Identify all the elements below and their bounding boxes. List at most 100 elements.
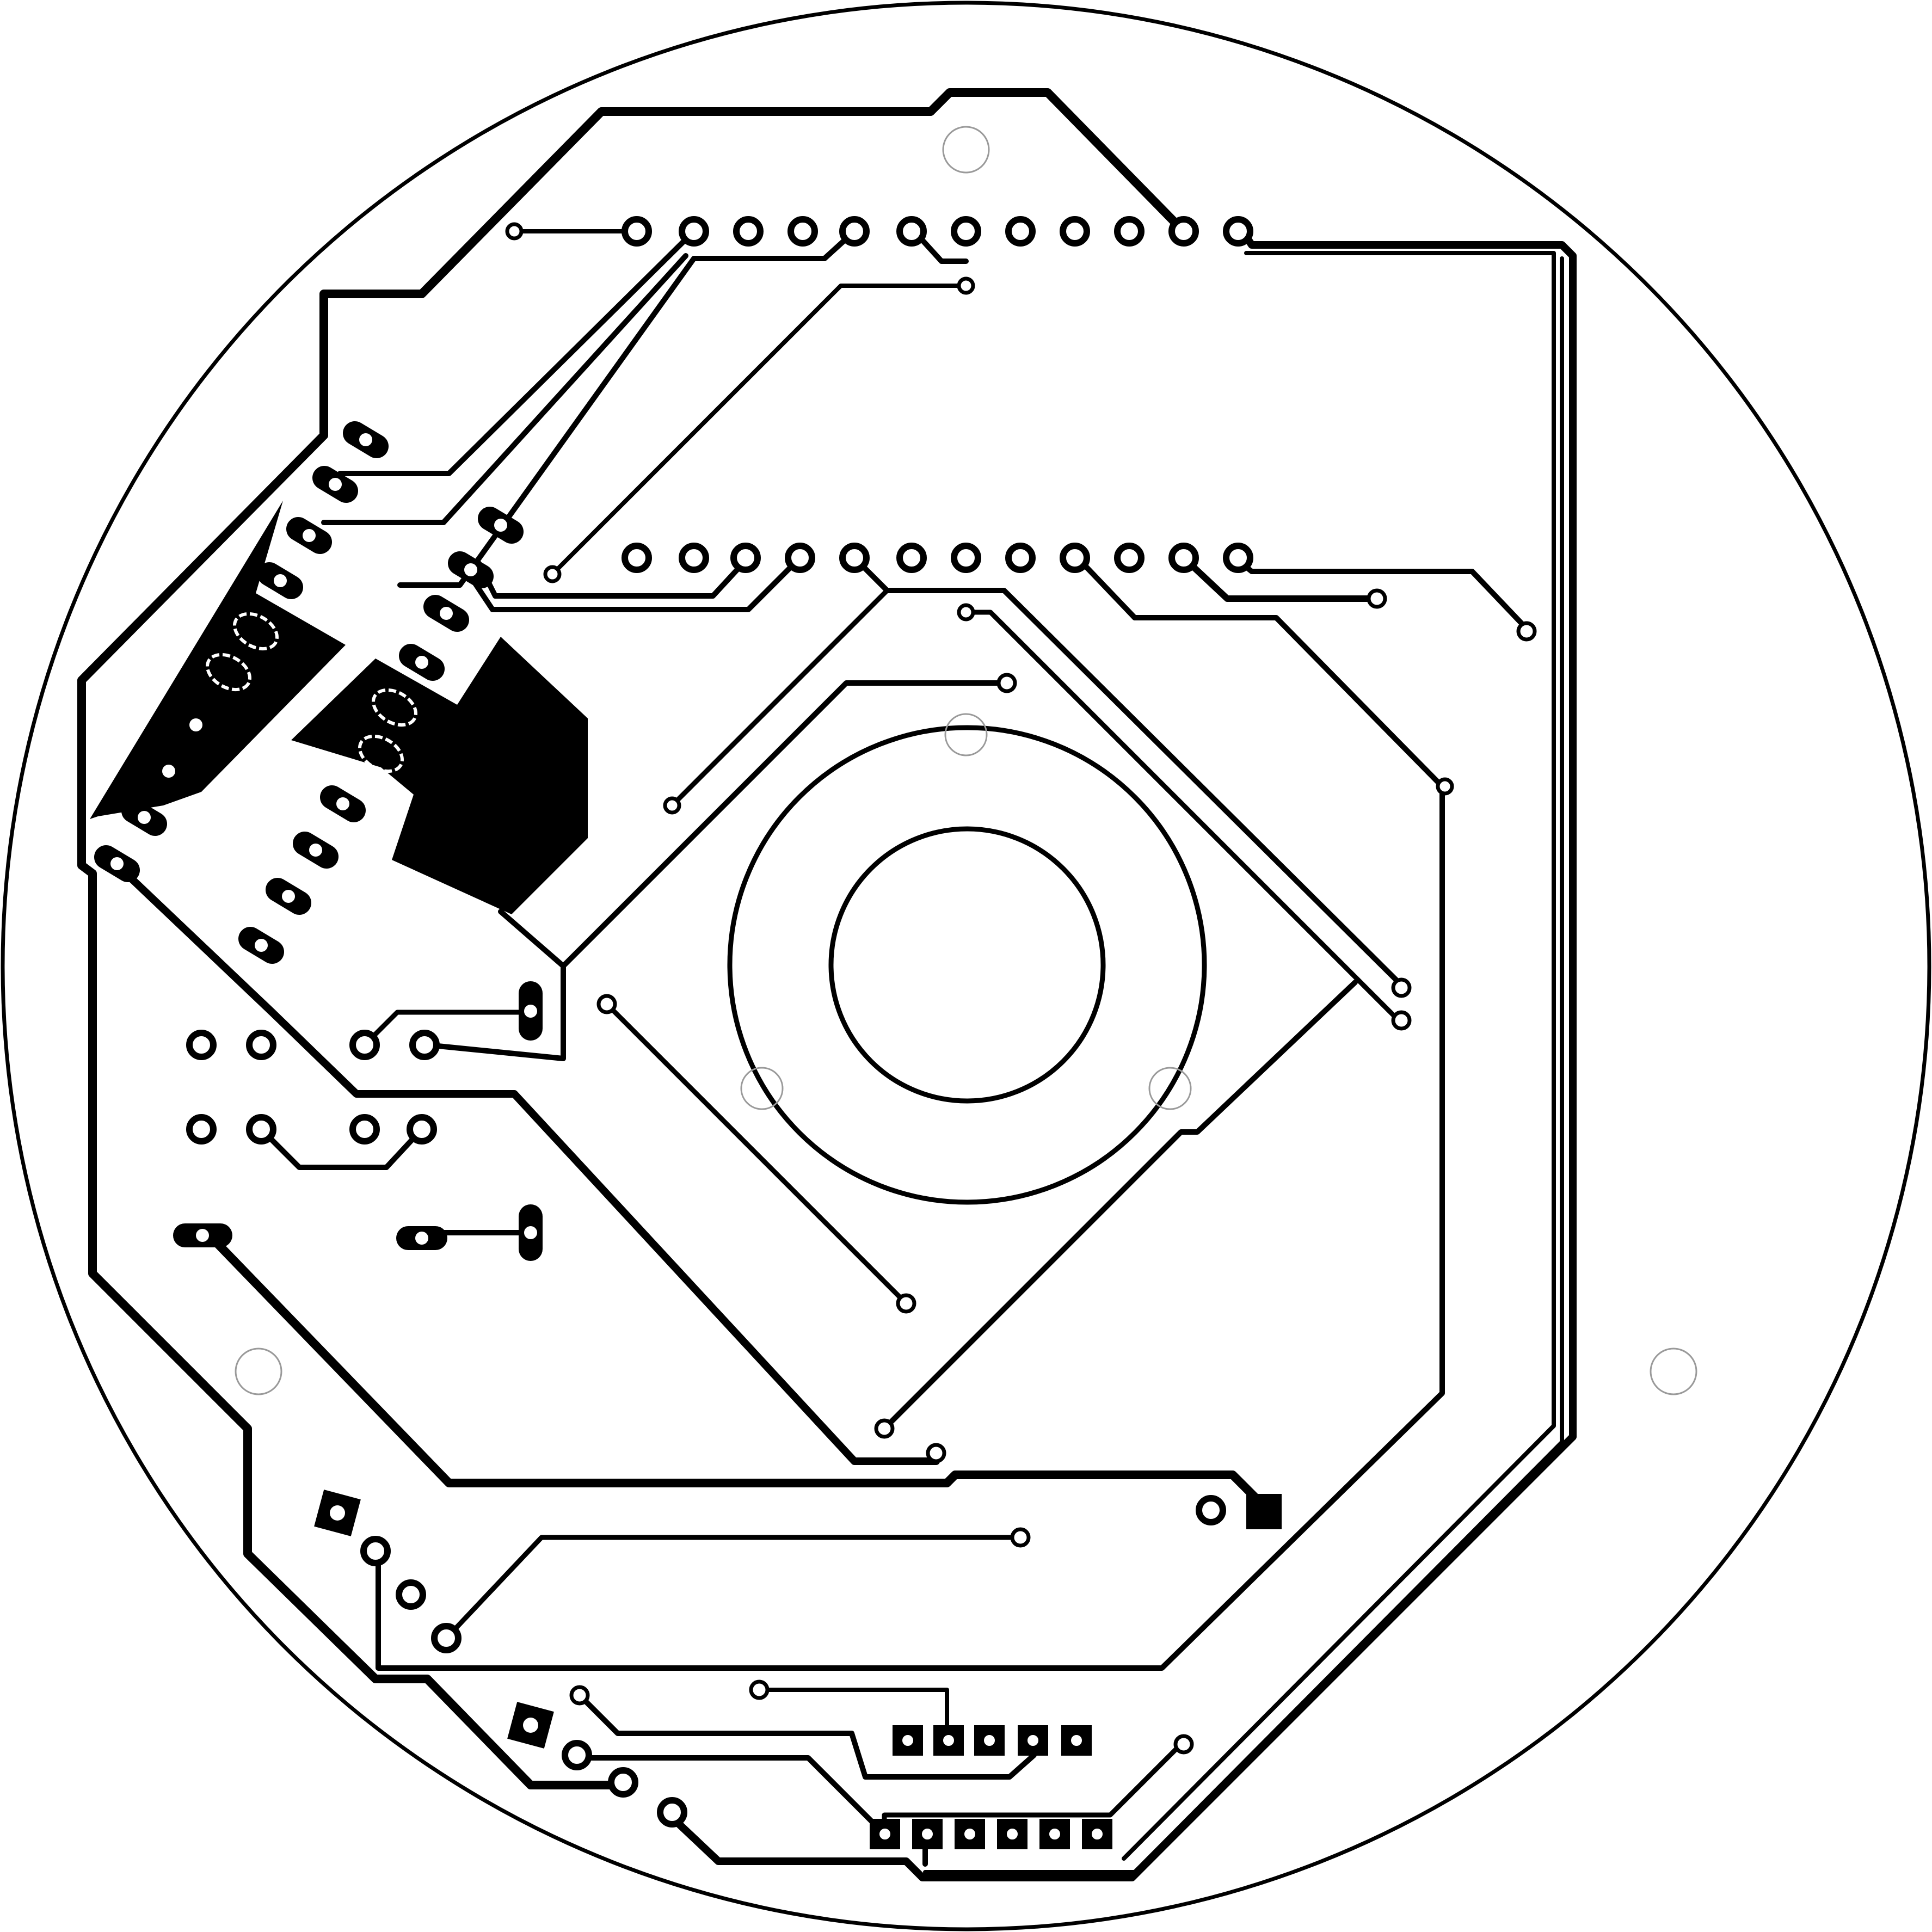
bottom-header-1-holes — [899, 1732, 1085, 1749]
hole — [274, 574, 287, 587]
header-top — [622, 216, 1253, 247]
pad — [951, 543, 981, 573]
via — [1516, 621, 1537, 642]
hole — [1088, 1825, 1106, 1843]
hole — [919, 1825, 936, 1843]
pad — [896, 216, 927, 247]
via — [749, 1679, 770, 1700]
pad — [679, 543, 709, 573]
pad — [785, 543, 815, 573]
trace — [376, 555, 1445, 1671]
motor-outer-ring — [727, 725, 1207, 1205]
trace — [424, 963, 566, 1061]
pad — [839, 543, 870, 573]
traces — [77, 88, 1577, 1881]
trace — [882, 980, 1358, 1431]
copper-pour-mid — [291, 637, 588, 914]
hole — [255, 939, 268, 952]
round-pads — [186, 1030, 1226, 1828]
motor-inner-ring — [828, 826, 1106, 1104]
pad — [951, 216, 981, 247]
via — [957, 276, 975, 295]
mounting-hole — [740, 1067, 784, 1110]
pad — [839, 216, 870, 247]
pad — [1114, 543, 1145, 573]
copper-pours — [90, 501, 1282, 1529]
pour-pad — [358, 734, 404, 773]
hole — [138, 811, 151, 824]
mounting-hole — [944, 713, 988, 756]
trace — [446, 1535, 1023, 1638]
hole — [523, 1718, 538, 1733]
trace — [577, 1693, 1037, 1780]
pad — [622, 216, 652, 247]
pad — [349, 1114, 380, 1145]
pour-pad — [233, 612, 279, 651]
via — [957, 603, 975, 622]
pad — [1223, 543, 1253, 573]
trace — [105, 853, 940, 1465]
trace — [550, 284, 968, 576]
trace — [321, 253, 688, 525]
trace — [319, 88, 1185, 440]
hole — [899, 1732, 916, 1749]
pad — [1168, 543, 1199, 573]
trace — [498, 680, 1010, 969]
pad — [409, 1030, 440, 1060]
copper-pour-left — [90, 501, 346, 819]
copper-pad-square — [1246, 1494, 1282, 1529]
pad — [1196, 1495, 1226, 1525]
hole — [336, 797, 349, 810]
hole — [940, 1732, 957, 1749]
hole — [876, 1825, 894, 1843]
pad — [407, 1114, 437, 1145]
hole — [1004, 1825, 1021, 1843]
pad — [186, 1030, 217, 1060]
trace — [852, 555, 1404, 988]
via — [663, 796, 681, 815]
mounting-hole — [235, 1348, 282, 1395]
pad — [246, 1114, 276, 1145]
hole — [303, 529, 316, 542]
trace — [669, 588, 890, 808]
oblong-pad-holes — [110, 433, 537, 1245]
pad — [562, 1740, 592, 1770]
pad — [431, 1623, 462, 1653]
via — [926, 1443, 946, 1463]
trace — [574, 1755, 887, 1837]
pad — [679, 216, 709, 247]
pad — [622, 543, 652, 573]
pour-pad — [206, 653, 251, 692]
hole — [329, 478, 342, 491]
pad — [787, 216, 818, 247]
motor-footprint — [727, 725, 1207, 1205]
hole — [524, 1005, 537, 1018]
trace — [77, 431, 633, 1789]
pad — [1060, 543, 1090, 573]
pad — [1060, 216, 1090, 247]
via — [996, 673, 1017, 693]
hole — [524, 1226, 537, 1239]
via — [569, 1685, 590, 1706]
pad — [246, 1030, 276, 1060]
via — [596, 994, 617, 1014]
hole — [189, 718, 202, 731]
hole — [981, 1732, 998, 1749]
hole — [1046, 1825, 1063, 1843]
header-bottom — [622, 543, 1253, 573]
mounting-hole — [1650, 1348, 1697, 1395]
hole — [309, 844, 322, 857]
hole — [1068, 1732, 1085, 1749]
bottom-header-2 — [870, 1819, 1112, 1849]
hole — [110, 857, 124, 870]
hole — [494, 519, 507, 532]
hole — [1024, 1732, 1042, 1749]
trace — [397, 229, 857, 588]
trace — [205, 1231, 1259, 1501]
via — [505, 222, 524, 241]
trace — [362, 1010, 533, 1048]
trace — [259, 1127, 424, 1170]
hole — [162, 765, 175, 778]
